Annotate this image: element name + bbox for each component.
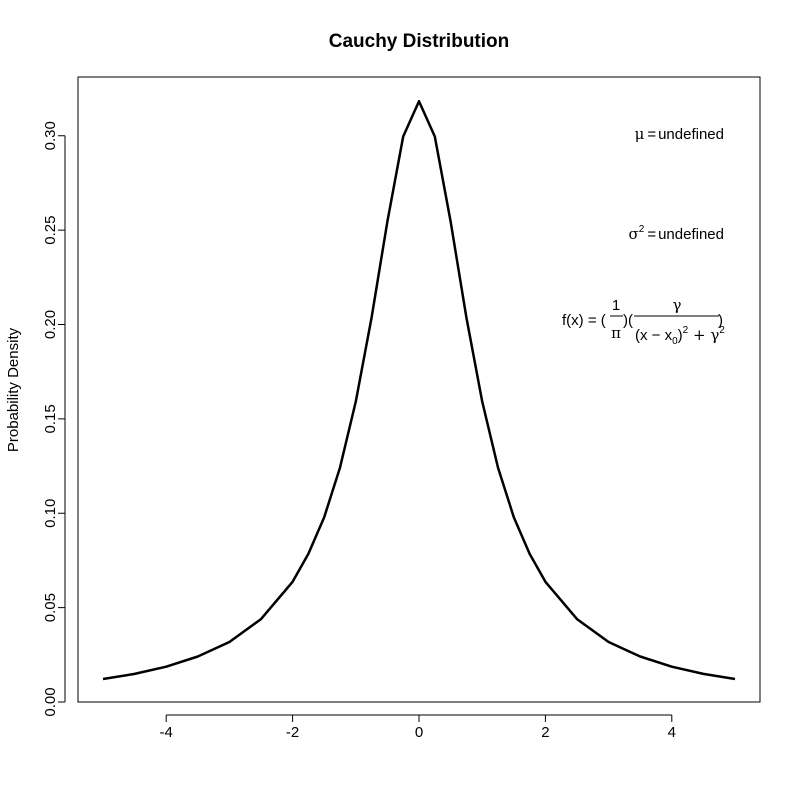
y-tick-label: 0.00 <box>42 687 59 716</box>
variance-exponent: 2 <box>639 224 645 235</box>
chart-title: Cauchy Distribution <box>329 31 510 52</box>
x-tick-label: 0 <box>415 724 423 741</box>
pdf-frac1-denominator: π <box>611 324 621 342</box>
sigma-symbol: σ <box>629 225 639 243</box>
x-tick-label: -2 <box>286 724 299 741</box>
x-tick-label: 4 <box>668 724 676 741</box>
variance-annotation: σ2 = undefined <box>629 224 724 243</box>
y-tick-label: 0.15 <box>42 404 59 433</box>
mean-annotation: μ = undefined <box>635 125 724 143</box>
den-exponent-2: 2 <box>719 325 725 336</box>
mean-equals: = <box>647 126 656 143</box>
y-tick-label: 0.10 <box>42 499 59 528</box>
y-tick-label: 0.25 <box>42 216 59 245</box>
density-curve <box>102 99 736 681</box>
y-tick-label: 0.30 <box>42 121 59 150</box>
mu-symbol: μ <box>635 125 645 143</box>
den-subscript: 0 <box>672 336 678 347</box>
pdf-mid: )( <box>623 312 633 329</box>
pdf-lhs: f(x) = ( <box>562 312 606 329</box>
den-part-a: (x − x <box>635 327 673 344</box>
pdf-frac1-numerator: 1 <box>612 297 620 314</box>
y-tick-label: 0.05 <box>42 593 59 622</box>
pdf-frac2-numerator: γ <box>673 296 682 314</box>
variance-equals: = <box>647 226 656 243</box>
y-axis-label: Probability Density <box>5 327 22 452</box>
pdf-frac2-denominator: (x − x0)2 + γ2 <box>635 325 725 347</box>
x-tick-label: -4 <box>160 724 173 741</box>
den-part-b: ) <box>678 327 683 344</box>
den-plus-gamma: + γ <box>688 326 719 344</box>
mean-value: undefined <box>658 126 724 143</box>
variance-value: undefined <box>658 226 724 243</box>
den-exponent-1: 2 <box>683 325 689 336</box>
x-axis: -4 -2 0 2 4 <box>160 714 676 741</box>
pdf-formula: f(x) = ( 1 π )( γ (x − x0)2 + γ2 ) <box>562 296 725 347</box>
plot-frame <box>77 76 761 703</box>
x-tick-label: 2 <box>541 724 549 741</box>
y-axis: 0.00 0.05 0.10 0.15 0.20 0.25 0.30 <box>42 121 66 717</box>
y-tick-label: 0.20 <box>42 310 59 339</box>
pdf-rhs: ) <box>718 312 723 329</box>
